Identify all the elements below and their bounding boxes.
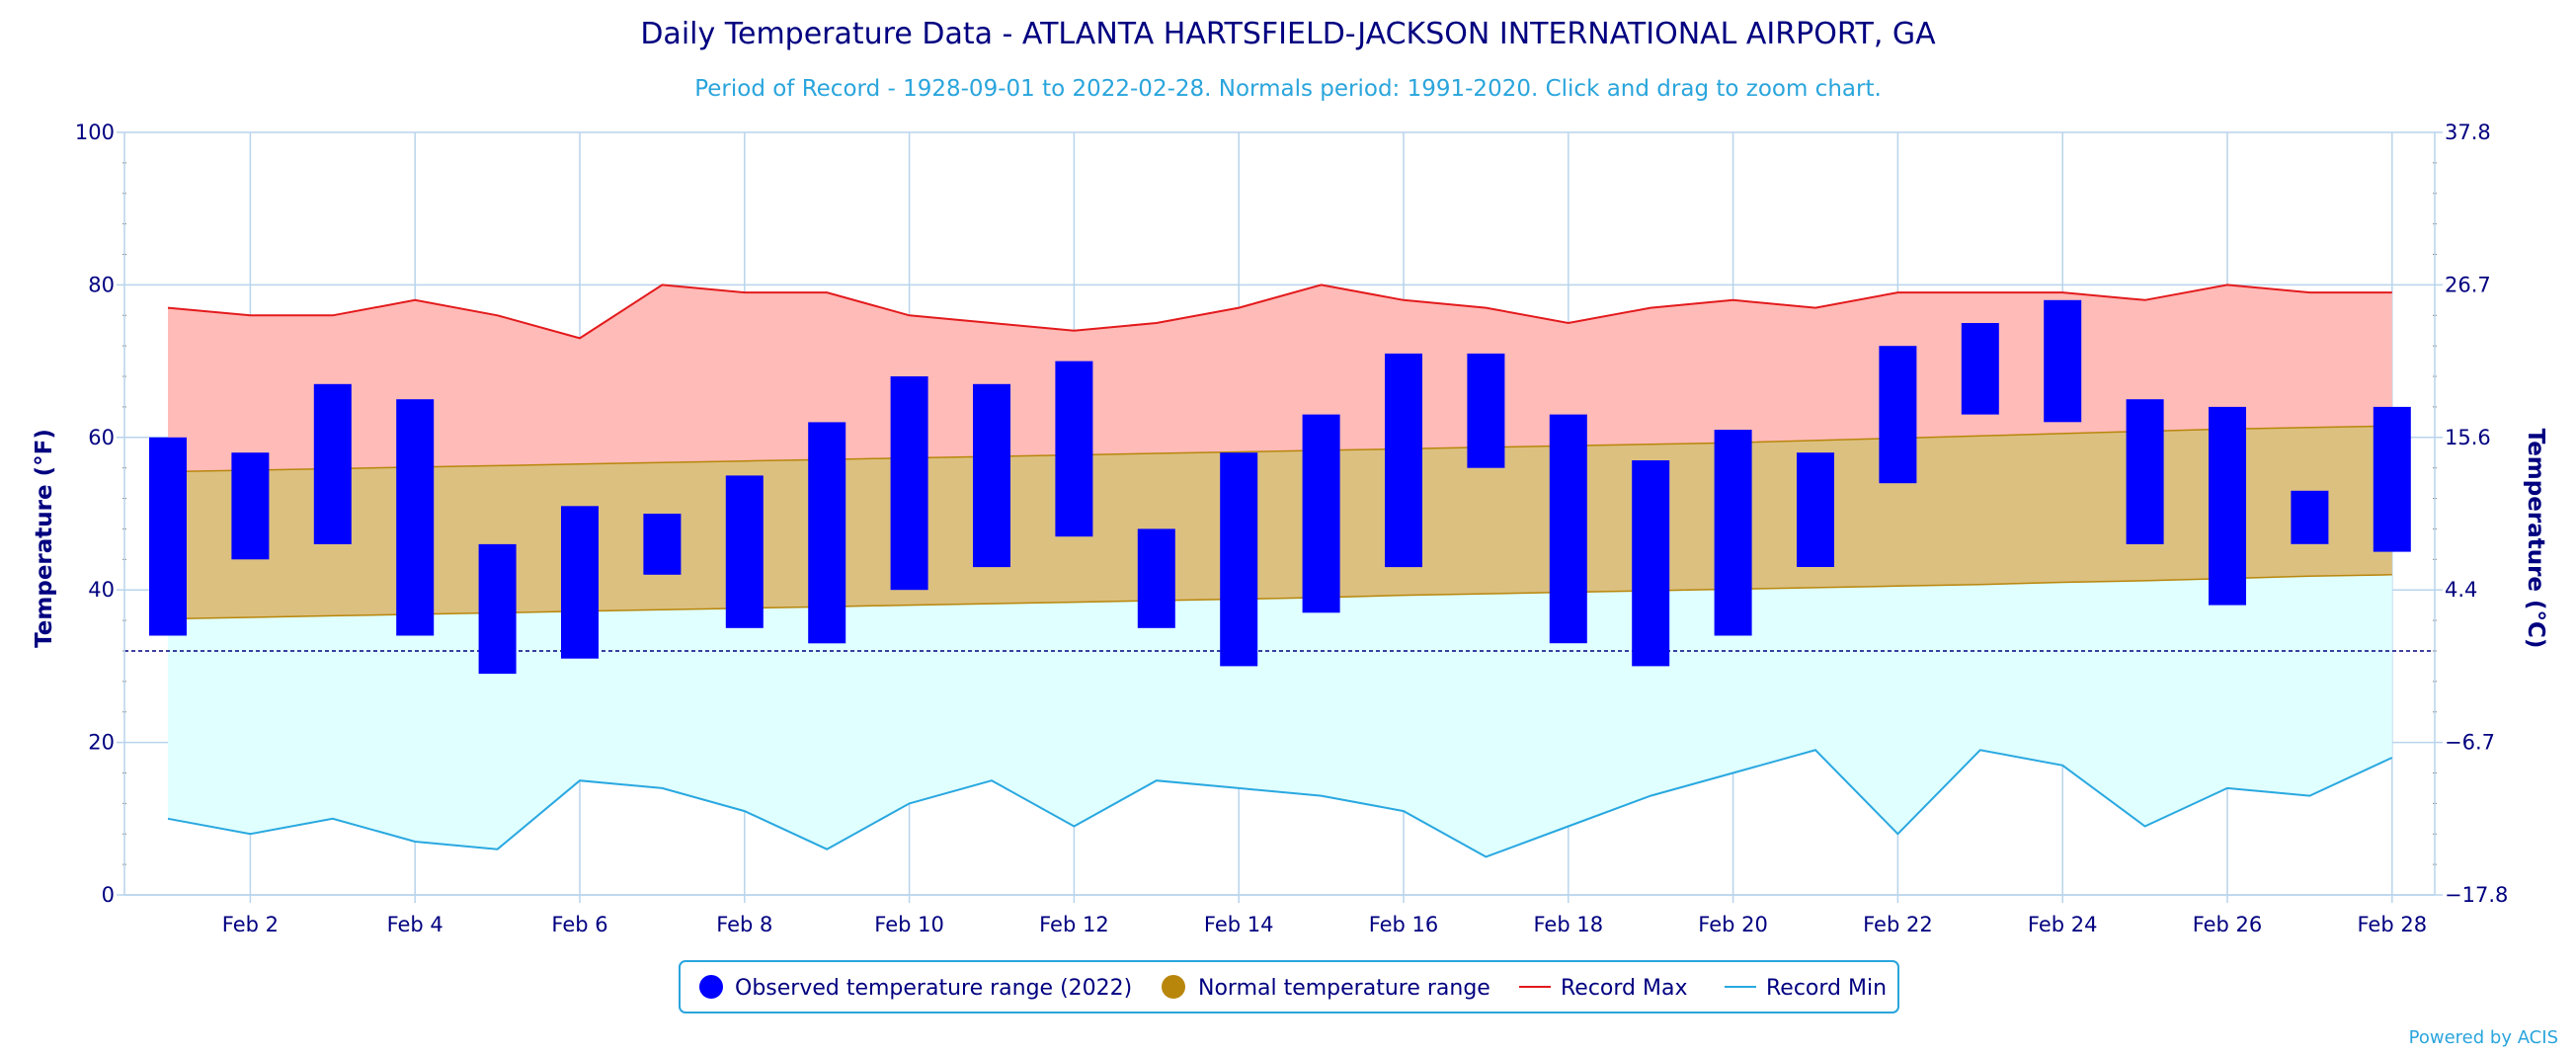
- legend: Observed temperature range (2022) Normal…: [679, 960, 1899, 1013]
- normal-low-line: [167, 574, 2392, 620]
- powered-by-credit[interactable]: Powered by ACIS: [2409, 1027, 2558, 1048]
- observed-bars: [149, 299, 2411, 675]
- x-tick-label: Feb 24: [2028, 913, 2098, 936]
- record-min-area: [168, 574, 2392, 857]
- x-tick-label: Feb 22: [1863, 913, 1933, 936]
- y-tick-label-right: 15.6: [2445, 426, 2491, 449]
- x-tick-label: Feb 8: [716, 913, 772, 936]
- normal-high-line: [167, 425, 2392, 473]
- legend-normal-label[interactable]: Normal temperature range: [1198, 976, 1490, 1001]
- y-tick-label-left: 80: [88, 273, 115, 296]
- record-max-line: [167, 284, 2392, 340]
- observed-bar: [1467, 353, 1505, 468]
- chart-title: Daily Temperature Data - ATLANTA HARTSFI…: [640, 17, 1936, 51]
- axes: 0 20 40 60 80 100 −17.8 −6.7 4.4 15.6 26.7 37.8 Feb …: [75, 121, 2508, 936]
- legend-record-max-label[interactable]: Record Max: [1561, 976, 1688, 1001]
- observed-bar: [2209, 406, 2246, 606]
- y-tick-label-left: 0: [102, 883, 115, 907]
- legend-box: [679, 960, 1899, 1013]
- observed-bar: [396, 399, 435, 636]
- y-tick-label-right: −6.7: [2445, 731, 2495, 755]
- chart-subtitle: Period of Record - 1928-09-01 to 2022-02…: [694, 76, 1882, 102]
- observed-bar: [561, 506, 599, 659]
- x-tick-label: Feb 16: [1369, 913, 1439, 936]
- x-tick-label: Feb 28: [2358, 913, 2428, 936]
- legend-observed-label[interactable]: Observed temperature range (2022): [735, 976, 1132, 1001]
- x-tick-label: Feb 18: [1534, 913, 1604, 936]
- range-areas: [168, 284, 2392, 857]
- observed-bar: [1714, 430, 1752, 636]
- record-min-line: [167, 749, 2393, 858]
- observed-bar: [2126, 399, 2164, 544]
- x-tick-label: Feb 26: [2193, 913, 2263, 936]
- y-axis-title-right: Temperature (°C): [2523, 429, 2548, 649]
- x-tick-label: Feb 2: [222, 913, 279, 936]
- observed-bar: [1137, 528, 1175, 628]
- y-tick-label-left: 100: [75, 121, 115, 144]
- observed-bar: [2044, 299, 2082, 423]
- observed-bar: [1385, 353, 1422, 568]
- observed-bar: [478, 543, 517, 675]
- y-axis-title-left: Temperature (°F): [32, 429, 57, 648]
- y-tick-label-left: 20: [88, 731, 115, 755]
- observed-bar: [2373, 406, 2411, 552]
- x-tick-label: Feb 10: [874, 913, 944, 936]
- observed-bar: [2291, 490, 2329, 544]
- observed-bar: [231, 452, 270, 560]
- observed-bar: [313, 383, 352, 544]
- observed-bar: [1797, 452, 1834, 567]
- legend-record-min-label[interactable]: Record Min: [1766, 976, 1887, 1001]
- observed-bar: [890, 376, 928, 591]
- observed-bar: [1302, 414, 1340, 613]
- legend-normal-icon[interactable]: [1162, 975, 1185, 999]
- observed-bar: [1632, 460, 1670, 667]
- observed-bar: [725, 475, 764, 628]
- observed-bar: [1055, 361, 1093, 537]
- y-tick-label-left: 60: [88, 426, 115, 449]
- record-lines: [124, 284, 2435, 858]
- legend-observed-icon[interactable]: [699, 975, 723, 999]
- y-tick-label-left: 40: [88, 578, 115, 602]
- normal-range-area: [168, 426, 2392, 619]
- observed-bar: [808, 422, 846, 644]
- y-tick-label-right: 4.4: [2445, 578, 2477, 602]
- observed-bar: [1549, 414, 1587, 644]
- x-tick-label: Feb 20: [1698, 913, 1768, 936]
- observed-bar: [149, 437, 187, 636]
- record-max-area: [168, 284, 2392, 472]
- x-tick-label: Feb 4: [387, 913, 443, 936]
- observed-bar: [1961, 323, 1999, 415]
- observed-bar: [973, 383, 1010, 568]
- observed-bar: [1879, 346, 1917, 484]
- observed-bar: [643, 514, 682, 575]
- y-tick-label-right: 26.7: [2445, 273, 2491, 296]
- x-tick-label: Feb 6: [551, 913, 607, 936]
- x-tick-label: Feb 12: [1039, 913, 1109, 936]
- y-tick-label-right: −17.8: [2445, 883, 2508, 907]
- observed-bar: [1220, 452, 1258, 667]
- y-tick-label-right: 37.8: [2445, 121, 2491, 144]
- x-tick-label: Feb 14: [1204, 913, 1274, 936]
